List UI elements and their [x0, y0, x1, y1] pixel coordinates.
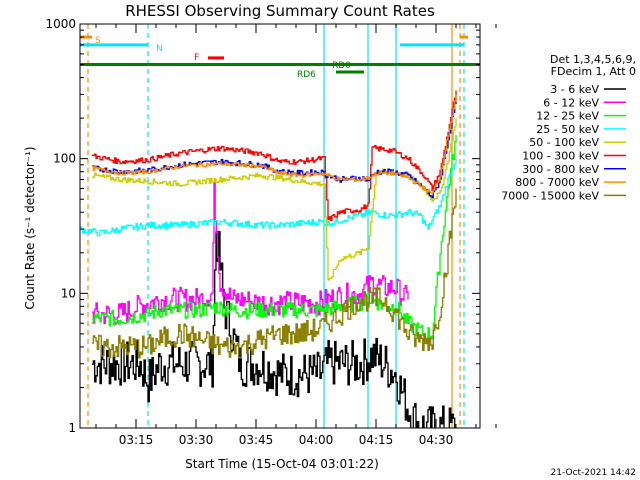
y-tick-label-1: 10 — [61, 286, 76, 300]
y-axis-label: Count Rate (s⁻¹ detector⁻¹) — [23, 146, 37, 309]
series-line-7 — [92, 94, 457, 194]
plot-frame — [79, 23, 481, 429]
timestamp: 21-Oct-2021 14:42 — [551, 468, 636, 478]
legend-label-5: 100 - 300 keV — [522, 150, 599, 163]
legend-label-2: 12 - 25 keV — [536, 110, 599, 123]
series-line-3 — [80, 158, 457, 237]
legend-label-8: 7000 - 15000 keV — [501, 189, 599, 202]
chart-title: RHESSI Observing Summary Count Rates — [125, 2, 435, 20]
legend-label-7: 800 - 7000 keV — [515, 176, 599, 189]
flag-label-s: S — [95, 36, 101, 46]
flag-label-rd6: RD6 — [297, 70, 316, 80]
series-line-4 — [92, 118, 457, 281]
x-tick-label-3: 04:00 — [299, 433, 334, 447]
x-tick-label-1: 03:30 — [179, 433, 214, 447]
x-tick-label-2: 03:45 — [239, 433, 274, 447]
x-tick-label-5: 04:30 — [419, 433, 454, 447]
series-line-0 — [92, 231, 457, 428]
series-line-8 — [92, 188, 457, 359]
series-line-6 — [92, 98, 457, 199]
legend-label-3: 25 - 50 keV — [536, 123, 599, 136]
legend-header-0: Det 1,3,4,5,6,9, — [550, 53, 636, 66]
y-tick-label-2: 100 — [53, 152, 76, 166]
legend: Det 1,3,4,5,6,9,FDecim 1, Att 0 3 - 6 keV… — [501, 53, 636, 202]
x-axis-label: Start Time (15-Oct-04 03:01:22) — [185, 457, 379, 471]
x-tick-label-0: 03:15 — [119, 433, 154, 447]
legend-label-1: 6 - 12 keV — [543, 96, 599, 109]
chart-axes: 1 10 100 1000 03:15 03:30 03:45 04:00 04:15 04:30… — [45, 17, 497, 447]
y-tick-label-0: 1 — [68, 421, 76, 435]
legend-label-6: 300 - 800 keV — [522, 163, 599, 176]
chart-marks — [80, 24, 480, 428]
plot-area — [80, 24, 480, 428]
legend-label-4: 50 - 100 keV — [529, 136, 599, 149]
series-line-2 — [92, 135, 457, 341]
flag-label-n: N — [156, 44, 163, 54]
flag-label-f: F — [194, 53, 199, 63]
flag-label-rd0: RD0 — [332, 61, 351, 71]
series-line-5 — [92, 90, 457, 222]
x-tick-label-4: 04:15 — [359, 433, 394, 447]
legend-header-1: FDecim 1, Att 0 — [551, 65, 636, 78]
legend-label-0: 3 - 6 keV — [550, 83, 599, 96]
y-tick-label-3: 1000 — [45, 17, 76, 31]
